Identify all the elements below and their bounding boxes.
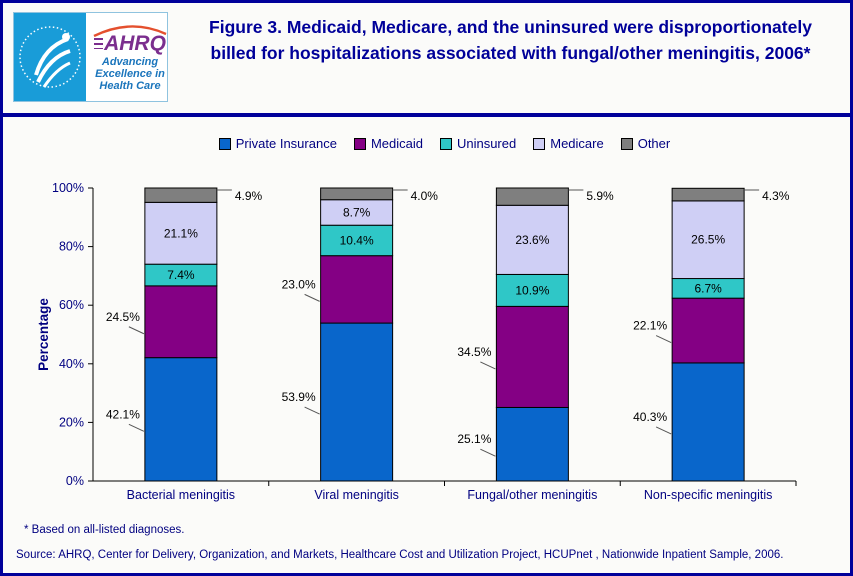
data-label: 7.4% (167, 268, 195, 282)
figure-title: Figure 3. Medicaid, Medicare, and the un… (173, 14, 848, 66)
y-tick-label: 60% (59, 298, 84, 312)
x-category-label: Viral meningitis (314, 488, 399, 502)
hhs-seal (14, 13, 86, 101)
leader-line (655, 426, 672, 435)
legend-item: Other (620, 136, 671, 151)
x-category-label: Non-specific meningitis (644, 488, 773, 502)
y-tick-label: 100% (52, 181, 84, 195)
data-label: 4.3% (762, 189, 790, 203)
bar-segment (144, 187, 218, 203)
data-label: 10.9% (515, 283, 549, 297)
figure-title-text: Figure 3. Medicaid, Medicare, and the un… (209, 17, 812, 63)
ahrq-tagline: Advancing Excellence in Health Care (95, 55, 165, 92)
bar-segment (495, 273, 569, 307)
header-divider (3, 113, 850, 117)
y-tick-label: 0% (66, 474, 84, 488)
bar-segment (495, 305, 569, 408)
legend-swatch (533, 137, 546, 150)
legend-label: Other (637, 136, 671, 151)
x-category-label: Bacterial meningitis (127, 488, 235, 502)
data-label: 42.1% (106, 407, 140, 421)
bar-segment (671, 362, 745, 482)
data-label: 40.3% (633, 410, 667, 424)
legend-swatch (439, 137, 452, 150)
y-axis-title: Percentage (36, 298, 51, 371)
y-tick-label: 40% (59, 357, 84, 371)
data-label: 34.5% (457, 345, 491, 359)
data-label: 4.0% (411, 189, 439, 203)
leader-line (655, 335, 672, 343)
y-tick-label: 80% (59, 240, 84, 254)
data-label: 22.1% (633, 319, 667, 333)
bar-segment (144, 285, 218, 359)
legend-label: Uninsured (456, 136, 517, 151)
legend: Private Insurance Medicaid Uninsured Medica… (93, 136, 796, 151)
data-label: 21.1% (164, 226, 198, 240)
legend-item: Private Insurance (218, 136, 337, 151)
arc-icon (93, 24, 167, 37)
data-label: 8.7% (343, 205, 371, 219)
data-label: 23.0% (282, 277, 316, 291)
legend-swatch (218, 137, 231, 150)
bar-segment (320, 187, 394, 201)
y-tick-label: 20% (59, 415, 84, 429)
data-label: 53.9% (282, 390, 316, 404)
hhs-eagle-icon (19, 26, 81, 88)
ahrq-logo: AHRQ Advancing Excellence in Health Care (13, 12, 168, 102)
bar-segment (495, 204, 569, 275)
legend-swatch (620, 137, 633, 150)
footnote-asterisk: * Based on all-listed diagnoses. (24, 524, 185, 536)
leader-line (304, 406, 320, 415)
legend-label: Medicaid (370, 136, 423, 151)
data-label: 23.6% (515, 233, 549, 247)
data-label: 26.5% (691, 233, 725, 247)
legend-item: Medicare (533, 136, 604, 151)
leader-line (128, 326, 145, 335)
data-label: 25.1% (457, 432, 491, 446)
footnote-source: Source: AHRQ, Center for Delivery, Organ… (16, 549, 784, 561)
leader-line (480, 448, 496, 457)
ahrq-wordmark: AHRQ Advancing Excellence in Health Care (86, 13, 174, 101)
bar-segment (144, 201, 218, 265)
ahrq-brand-text: AHRQ (94, 33, 166, 54)
leader-line (480, 361, 496, 370)
bar-segment (320, 255, 394, 324)
bar-segment (671, 187, 745, 202)
data-label: 6.7% (694, 281, 722, 295)
bar-segment (144, 357, 218, 482)
bar-segment (671, 297, 745, 364)
legend-item: Medicaid (353, 136, 423, 151)
legend-label: Private Insurance (235, 136, 337, 151)
bar-segment (495, 187, 569, 206)
legend-item: Uninsured (439, 136, 517, 151)
bar-segment (320, 224, 394, 257)
leader-line (128, 423, 145, 432)
bar-segment (671, 200, 745, 280)
data-label: 4.9% (235, 189, 263, 203)
legend-swatch (353, 137, 366, 150)
bar-segment (495, 406, 569, 482)
data-label: 10.4% (340, 233, 374, 247)
legend-label: Medicare (550, 136, 604, 151)
leader-line (304, 293, 320, 302)
stacked-bar-chart: 0% 20% 40% 60% 80% 100% Percentage 42.1% 24.5% 7.… (36, 181, 797, 502)
bar-segment (320, 322, 394, 482)
data-label: 5.9% (586, 189, 614, 203)
data-label: 24.5% (106, 310, 140, 324)
x-category-label: Fungal/other meningitis (467, 488, 597, 502)
